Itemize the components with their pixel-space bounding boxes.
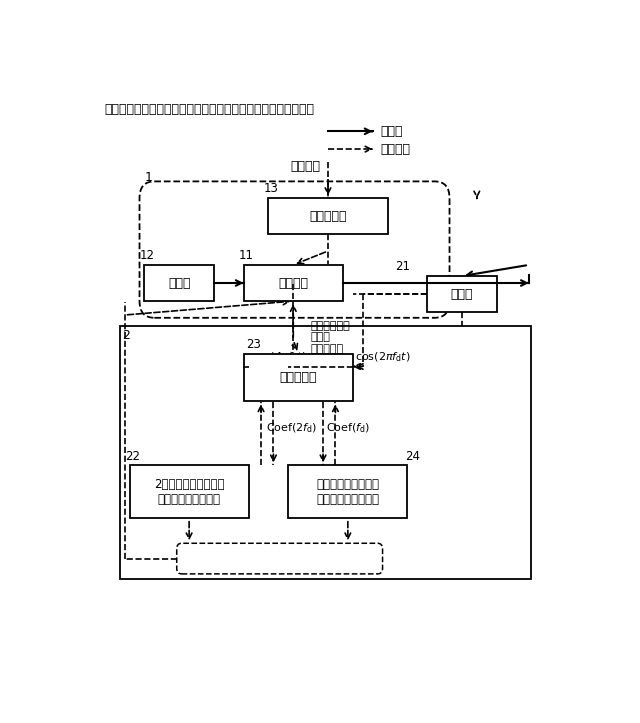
Text: 1: 1	[145, 171, 152, 184]
Text: 本発明の実施例１のディザ信号の変調深度の監視装置の概略図: 本発明の実施例１のディザ信号の変調深度の監視装置の概略図	[105, 103, 315, 116]
Text: 検出器: 検出器	[451, 288, 473, 301]
Text: 12: 12	[140, 249, 154, 262]
Text: $\cos(2\pi f_{\rm d} t)$: $\cos(2\pi f_{\rm d} t)$	[355, 350, 411, 364]
Text: $\cos(4\pi f_{\rm d} t)$: $\cos(4\pi f_{\rm d} t)$	[251, 350, 307, 364]
Text: 2: 2	[122, 329, 130, 342]
FancyBboxPatch shape	[244, 354, 353, 401]
Text: $\mathrm{Coef}(2f_{\rm d})$: $\mathrm{Coef}(2f_{\rm d})$	[266, 421, 317, 435]
Text: 2倍周波数ディザ信号
同期検出モジュール: 2倍周波数ディザ信号 同期検出モジュール	[154, 478, 225, 506]
Text: 信号処理器: 信号処理器	[280, 371, 317, 384]
Text: 23: 23	[246, 338, 261, 351]
Text: 22: 22	[125, 450, 140, 463]
FancyBboxPatch shape	[269, 198, 388, 234]
FancyBboxPatch shape	[288, 466, 407, 518]
Text: 光変調器: 光変調器	[278, 276, 308, 289]
Text: $\mathrm{Coef}(f_{\rm d})$: $\mathrm{Coef}(f_{\rm d})$	[326, 421, 370, 435]
Text: レーザ: レーザ	[168, 276, 191, 289]
Text: 原周波数ディザ信号
同期検出モジュール: 原周波数ディザ信号 同期検出モジュール	[316, 478, 380, 506]
Text: 24: 24	[405, 450, 420, 463]
Text: 駆動信号: 駆動信号	[291, 160, 321, 173]
Text: 電気信号: 電気信号	[380, 142, 410, 155]
Text: 直流バイアス
電圧と
ディザ信号: 直流バイアス 電圧と ディザ信号	[310, 320, 350, 354]
FancyBboxPatch shape	[145, 265, 214, 301]
Text: 13: 13	[264, 182, 278, 195]
FancyBboxPatch shape	[428, 276, 497, 312]
Text: 駆動増幅器: 駆動増幅器	[309, 210, 347, 223]
Text: 11: 11	[239, 249, 253, 262]
FancyBboxPatch shape	[129, 466, 248, 518]
Text: 21: 21	[395, 260, 410, 273]
FancyBboxPatch shape	[244, 265, 343, 301]
Text: 光信号: 光信号	[380, 125, 403, 138]
